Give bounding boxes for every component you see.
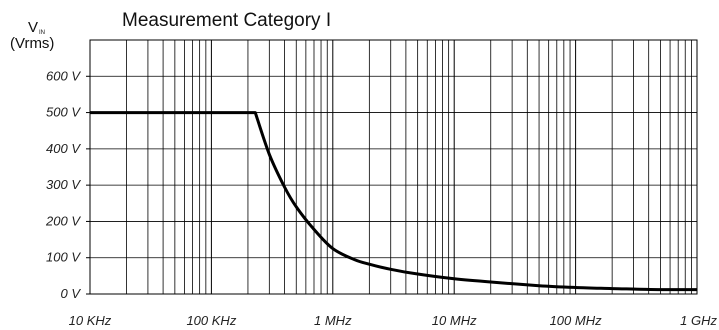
y-tick-label: 200 V (45, 213, 81, 228)
y-tick-label: 500 V (46, 105, 81, 120)
y-axis-subscript: IN (39, 30, 45, 36)
x-tick-label: 100 MHz (550, 313, 603, 328)
series-line (90, 111, 698, 292)
x-tick-label: 1 MHz (314, 313, 352, 328)
grid (86, 40, 698, 295)
y-tick-label: 100 V (46, 250, 81, 265)
x-tick-label: 10 KHz (69, 313, 112, 328)
plot-frame (89, 39, 698, 295)
series-layer (90, 111, 698, 292)
y-tick-label: 300 V (46, 177, 81, 192)
y-tick-label: 0 V (60, 286, 81, 301)
y-tick-label: 400 V (46, 141, 81, 156)
y-tick-label: 600 V (46, 68, 81, 83)
chart-title: Measurement Category I (122, 10, 331, 31)
tick-labels: 0 V 100 V 200 V 300 V 400 V 500 V 600 V 10 KHz 1… (45, 68, 717, 328)
y-axis-units: (Vrms) (10, 35, 54, 52)
x-tick-label: 1 GHz (680, 313, 717, 328)
x-tick-label: 10 MHz (432, 313, 477, 328)
y-axis-symbol: V (28, 19, 38, 36)
x-tick-label: 100 KHz (186, 313, 236, 328)
